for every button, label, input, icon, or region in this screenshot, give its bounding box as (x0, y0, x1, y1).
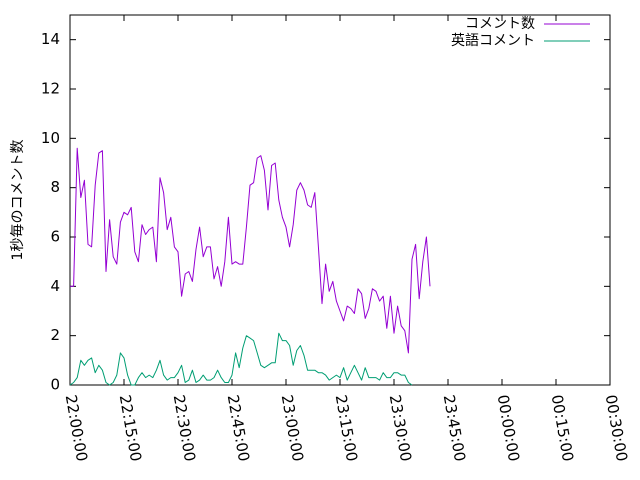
plot-area: 0 2 4 6 8 10 12 14 22:00:00 22:15:00 22:30:00 22:45… (41, 14, 631, 463)
x-tick-label: 22:30:00 (170, 393, 199, 462)
y-axis-title: 1秒毎のコメント数 (10, 140, 26, 261)
legend-label-2: 英語コメント (451, 32, 535, 49)
y-tick-label: 6 (50, 228, 60, 246)
x-tick-label: 23:45:00 (440, 393, 469, 462)
x-tick-label: 22:15:00 (116, 393, 145, 462)
y-tick-label: 14 (41, 30, 60, 48)
y-tick-label: 8 (50, 178, 60, 196)
x-tick-label: 23:15:00 (332, 393, 361, 462)
x-tick-label: 23:00:00 (278, 393, 307, 462)
x-tick-label: 22:45:00 (224, 393, 253, 462)
y-tick-label: 0 (50, 376, 60, 394)
y-tick-label: 12 (41, 80, 60, 98)
legend-label-1: コメント数 (465, 16, 535, 32)
x-tick-label: 00:30:00 (602, 393, 631, 462)
series-line-1 (70, 147, 431, 354)
x-tick-label: 23:30:00 (386, 393, 415, 462)
y-tick-label: 4 (50, 277, 60, 295)
y-tick-label: 10 (41, 129, 60, 147)
x-tick-label: 22:00:00 (62, 393, 91, 462)
x-tick-label: 00:00:00 (494, 393, 523, 462)
x-tick-label: 00:15:00 (548, 393, 577, 462)
series-line-2 (69, 332, 413, 386)
y-tick-label: 2 (50, 326, 60, 344)
plot-border (69, 14, 611, 386)
